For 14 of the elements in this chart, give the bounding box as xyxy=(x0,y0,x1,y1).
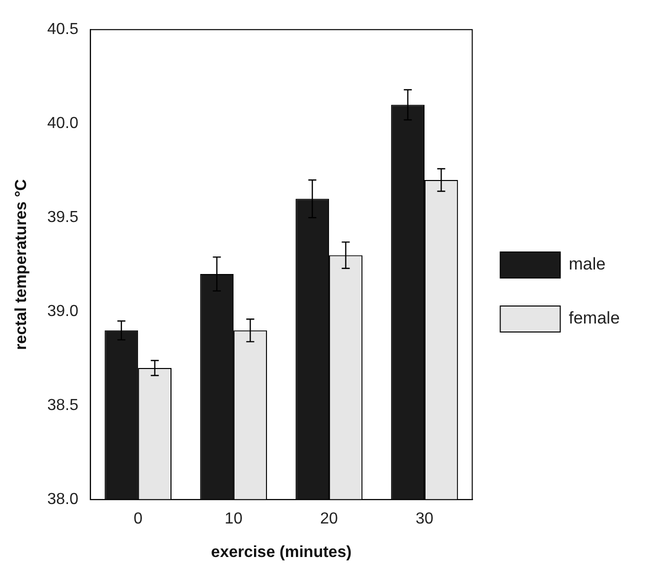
y-tick-label: 39.5 xyxy=(47,209,78,226)
legend-label: female xyxy=(568,308,620,328)
y-tick-label: 38.5 xyxy=(47,397,78,414)
y-tick-label: 40.5 xyxy=(47,21,78,38)
x-axis-title: exercise (minutes) xyxy=(211,544,352,561)
x-tick-label: 30 xyxy=(416,510,434,528)
x-tick-label: 20 xyxy=(320,510,338,528)
y-tick-label: 39.0 xyxy=(47,303,78,320)
y-tick-label: 38.0 xyxy=(47,491,78,508)
x-tick-label: 10 xyxy=(224,510,243,528)
x-tick-label: 0 xyxy=(134,510,143,528)
legend-label: male xyxy=(568,254,606,274)
y-tick-label: 40.0 xyxy=(47,115,78,132)
y-axis-title: rectal temperatures °C xyxy=(13,178,30,350)
